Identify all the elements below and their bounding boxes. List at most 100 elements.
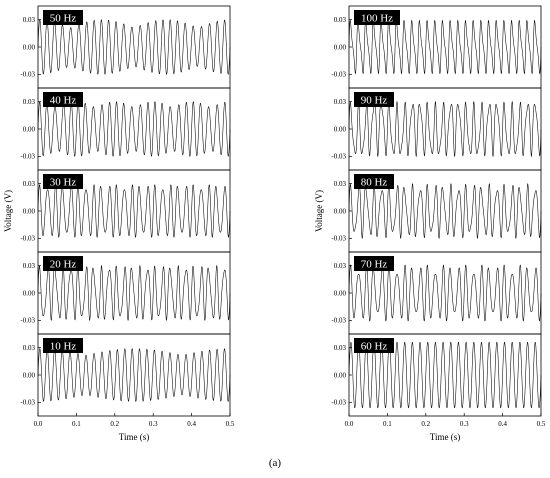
voltage-series-line xyxy=(37,265,231,321)
voltage-series-line xyxy=(37,19,231,75)
frequency-label-bg xyxy=(354,92,394,107)
voltage-series-line xyxy=(37,101,231,157)
frequency-label-bg xyxy=(354,174,394,189)
frequency-label-text: 20 Hz xyxy=(50,259,77,271)
voltage-series-line xyxy=(348,264,542,322)
y-tick-label: -0.03 xyxy=(20,71,35,79)
x-tick-label: 0.1 xyxy=(383,420,392,428)
panel-80-hz: 0.03 0.00 -0.03 80 Hz xyxy=(331,169,542,253)
frequency-label: 10 Hz xyxy=(43,338,83,353)
y-tick-label: -0.03 xyxy=(331,317,346,325)
y-tick-label: 0.03 xyxy=(23,16,36,24)
frequency-label: 70 Hz xyxy=(354,256,394,271)
frequency-label: 60 Hz xyxy=(354,338,394,353)
panel-10-hz: 0.03 0.00 -0.03 10 Hz xyxy=(20,333,231,417)
frequency-label-text: 40 Hz xyxy=(50,95,77,107)
y-tick-label: 0.03 xyxy=(23,180,36,188)
panel-50-hz: 0.03 0.00 -0.03 50 Hz xyxy=(20,5,231,89)
panel-30-hz: 0.03 0.00 -0.03 30 Hz xyxy=(20,169,231,253)
x-tick-label: 0.4 xyxy=(187,420,196,428)
frequency-label-text: 80 Hz xyxy=(361,177,388,189)
y-tick-label: 0.00 xyxy=(23,43,36,51)
y-axis-title: Voltage (V) xyxy=(314,190,324,232)
frequency-label-bg xyxy=(43,256,83,271)
x-tick-label: 0.3 xyxy=(149,420,158,428)
y-tick-label: 0.00 xyxy=(334,125,347,133)
y-tick-label: -0.03 xyxy=(20,317,35,325)
frequency-label: 40 Hz xyxy=(43,92,83,107)
y-tick-label: 0.00 xyxy=(334,289,347,297)
y-tick-label: 0.03 xyxy=(334,98,347,106)
panel-90-hz: 0.03 0.00 -0.03 90 Hz xyxy=(331,87,542,171)
y-tick-label: 0.03 xyxy=(23,98,36,106)
x-axis-title: Time (s) xyxy=(119,432,149,442)
frequency-label-text: 50 Hz xyxy=(50,13,77,25)
y-tick-label: 0.00 xyxy=(23,371,36,379)
panel-100-hz: 0.03 0.00 -0.03 100 Hz xyxy=(331,5,542,89)
y-tick-label: 0.00 xyxy=(334,207,347,215)
voltage-series-line xyxy=(348,100,542,158)
frequency-label-bg xyxy=(354,256,394,271)
frequency-label-bg xyxy=(43,92,83,107)
voltage-series-line xyxy=(348,19,542,75)
frequency-label-text: 90 Hz xyxy=(361,95,388,107)
y-tick-label: 0.03 xyxy=(334,262,347,270)
panel-70-hz: 0.03 0.00 -0.03 70 Hz xyxy=(331,251,542,335)
frequency-label-bg xyxy=(354,338,394,353)
y-tick-label: 0.03 xyxy=(23,344,36,352)
y-tick-label: -0.03 xyxy=(331,71,346,79)
voltage-series-line xyxy=(348,183,542,239)
y-tick-label: 0.00 xyxy=(334,371,347,379)
y-tick-label: 0.03 xyxy=(23,262,36,270)
y-tick-label: 0.00 xyxy=(23,289,36,297)
x-axis-title: Time (s) xyxy=(430,432,460,442)
x-tick-label: 0.4 xyxy=(498,420,507,428)
y-tick-label: -0.03 xyxy=(20,153,35,161)
y-tick-label: 0.03 xyxy=(334,180,347,188)
y-axis-title: Voltage (V) xyxy=(3,190,13,232)
x-tick-label: 0.2 xyxy=(110,420,119,428)
frequency-label-text: 100 Hz xyxy=(361,13,393,25)
voltage-series-line xyxy=(37,184,231,238)
panel-60-hz: 0.03 0.00 -0.03 60 Hz xyxy=(331,333,542,417)
frequency-label-bg xyxy=(43,174,83,189)
frequency-label-text: 10 Hz xyxy=(50,341,77,353)
x-tick-label: 0.5 xyxy=(226,420,235,428)
frequency-label: 30 Hz xyxy=(43,174,83,189)
panel-40-hz: 0.03 0.00 -0.03 40 Hz xyxy=(20,87,231,171)
x-tick-label: 0.0 xyxy=(345,420,354,428)
voltage-series-line xyxy=(37,348,231,402)
y-tick-label: -0.03 xyxy=(20,399,35,407)
frequency-label-text: 60 Hz xyxy=(361,341,388,353)
y-tick-label: 0.03 xyxy=(334,344,347,352)
panel-20-hz: 0.03 0.00 -0.03 20 Hz xyxy=(20,251,231,335)
frequency-label-bg xyxy=(43,338,83,353)
frequency-label-text: 30 Hz xyxy=(50,177,77,189)
y-tick-label: -0.03 xyxy=(20,235,35,243)
y-tick-label: -0.03 xyxy=(331,153,346,161)
frequency-label: 90 Hz xyxy=(354,92,394,107)
y-tick-label: 0.00 xyxy=(23,207,36,215)
frequency-label-bg xyxy=(354,10,400,25)
frequency-label-bg xyxy=(43,10,83,25)
x-tick-label: 0.3 xyxy=(460,420,469,428)
y-tick-label: -0.03 xyxy=(331,235,346,243)
y-tick-label: 0.00 xyxy=(334,43,347,51)
frequency-label: 50 Hz xyxy=(43,10,83,25)
x-tick-label: 0.0 xyxy=(34,420,43,428)
frequency-label: 100 Hz xyxy=(354,10,400,25)
y-tick-label: -0.03 xyxy=(331,399,346,407)
figure-caption: (a) xyxy=(269,457,282,469)
y-tick-label: 0.00 xyxy=(23,125,36,133)
x-tick-label: 0.5 xyxy=(537,420,546,428)
y-tick-label: 0.03 xyxy=(334,16,347,24)
x-tick-label: 0.1 xyxy=(72,420,81,428)
frequency-label: 80 Hz xyxy=(354,174,394,189)
x-tick-label: 0.2 xyxy=(421,420,430,428)
frequency-label: 20 Hz xyxy=(43,256,83,271)
frequency-label-text: 70 Hz xyxy=(361,259,388,271)
